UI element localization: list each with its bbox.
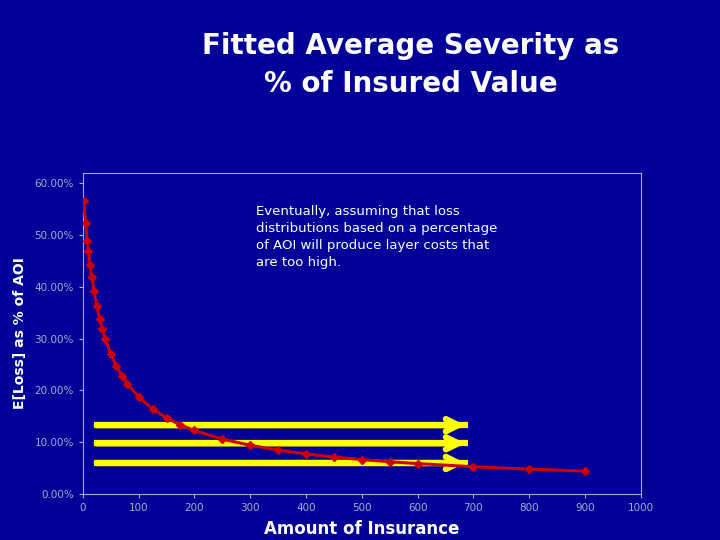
Text: Eventually, assuming that loss
distributions based on a percentage
of AOI will p: Eventually, assuming that loss distribut… — [256, 205, 497, 269]
Y-axis label: E[Loss] as % of AOI: E[Loss] as % of AOI — [14, 258, 27, 409]
Text: Fitted Average Severity as: Fitted Average Severity as — [202, 32, 619, 60]
Text: % of Insured Value: % of Insured Value — [264, 70, 557, 98]
X-axis label: Amount of Insurance: Amount of Insurance — [264, 520, 459, 538]
